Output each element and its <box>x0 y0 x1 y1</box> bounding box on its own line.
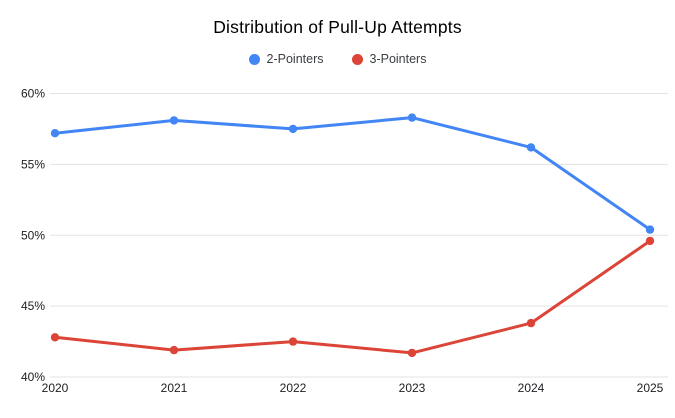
data-point-3-pointers <box>50 333 60 342</box>
legend-label: 3-Pointers <box>369 52 427 66</box>
series-line-3-pointers <box>53 239 652 355</box>
legend-item-3-pointers[interactable]: 3-Pointers <box>351 52 427 66</box>
x-axis-tick-label: 2024 <box>518 381 545 395</box>
x-axis-tick-label: 2023 <box>399 381 426 395</box>
data-point-3-pointers <box>526 318 536 328</box>
y-axis-tick-label: 40% <box>21 370 45 384</box>
series-color-dot-icon <box>351 53 363 65</box>
data-point-3-pointers <box>645 236 655 246</box>
chart-title: Distribution of Pull-Up Attempts <box>213 17 462 37</box>
data-point-2-pointers <box>407 113 417 122</box>
legend-item-2-pointers[interactable]: 2-Pointers <box>248 52 324 66</box>
data-point-3-pointers <box>288 337 298 346</box>
x-axis-tick-label: 2025 <box>637 381 664 395</box>
x-axis-tick-label: 2022 <box>280 381 307 395</box>
data-point-2-pointers <box>526 143 536 152</box>
data-point-3-pointers <box>169 345 179 355</box>
data-point-2-pointers <box>288 124 298 134</box>
y-axis-tick-label: 50% <box>21 228 45 242</box>
legend-label: 2-Pointers <box>266 52 324 66</box>
chart-legend: 2-Pointers 3-Pointers <box>0 52 675 66</box>
series-line-2-pointers <box>53 116 652 232</box>
data-point-3-pointers <box>407 348 417 358</box>
x-axis-tick-label: 2021 <box>161 381 188 395</box>
data-point-2-pointers <box>645 225 655 234</box>
x-axis-tick-label: 2020 <box>42 381 69 395</box>
series-color-dot-icon <box>248 53 260 65</box>
data-point-2-pointers <box>50 129 60 138</box>
y-axis-tick-label: 60% <box>21 87 45 101</box>
y-axis-tick-label: 55% <box>21 157 45 171</box>
y-axis-tick-label: 45% <box>21 299 45 313</box>
data-point-2-pointers <box>169 116 179 125</box>
